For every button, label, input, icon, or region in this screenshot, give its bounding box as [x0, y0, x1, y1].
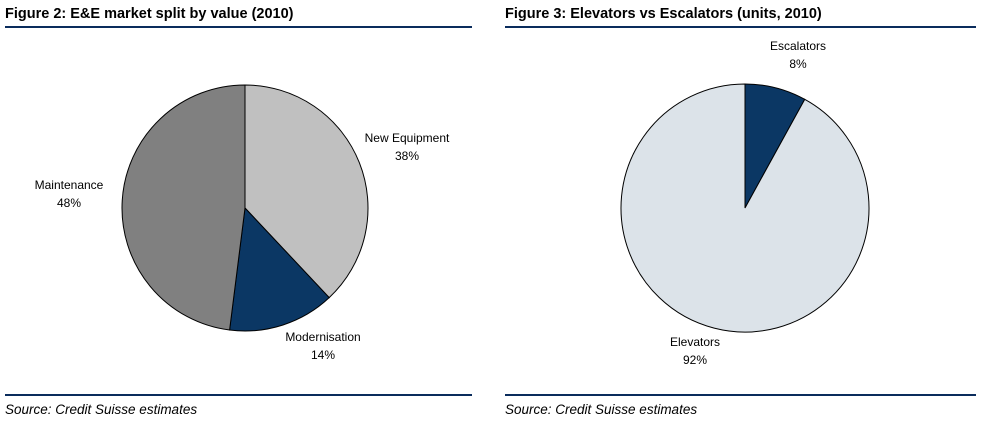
figure-2-pie-chart: New Equipment 38% Modernisation 14% Maintena… [35, 84, 450, 362]
slice-label-escalators: Escalators [770, 39, 826, 53]
figure-2-bottom-rule [5, 394, 472, 396]
figure-3-source: Source: Credit Suisse estimates [505, 402, 698, 417]
slice-value-new-equipment: 38% [395, 149, 419, 163]
slice-label-maintenance: Maintenance [35, 178, 104, 192]
pie-slice-new-equipment [244, 84, 369, 299]
pie-slice-maintenance [121, 84, 246, 331]
slice-label-elevators: Elevators [670, 335, 720, 349]
slice-value-modernisation: 14% [311, 348, 335, 362]
figure-3-panel: Figure 3: Elevators vs Escalators (units… [505, 0, 976, 429]
slice-value-elevators: 92% [683, 353, 707, 367]
slice-value-maintenance: 48% [57, 196, 81, 210]
figure-2-source: Source: Credit Suisse estimates [5, 402, 198, 417]
figure-3-top-rule [505, 26, 976, 28]
pie-slice-modernisation [229, 206, 330, 332]
slice-label-modernisation: Modernisation [285, 330, 360, 344]
pie-slice-elevators [620, 83, 870, 333]
slice-label-new-equipment: New Equipment [365, 131, 450, 145]
figure-3-pie-chart: Escalators 8% Elevators 92% [620, 39, 870, 367]
slice-value-escalators: 8% [789, 57, 807, 71]
figure-2-title: Figure 2: E&E market split by value (201… [5, 6, 294, 22]
figure-3-title: Figure 3: Elevators vs Escalators (units… [505, 6, 822, 22]
figure-2-panel: Figure 2: E&E market split by value (201… [5, 0, 472, 429]
figure-2-top-rule [5, 26, 472, 28]
figure-3-bottom-rule [505, 394, 976, 396]
